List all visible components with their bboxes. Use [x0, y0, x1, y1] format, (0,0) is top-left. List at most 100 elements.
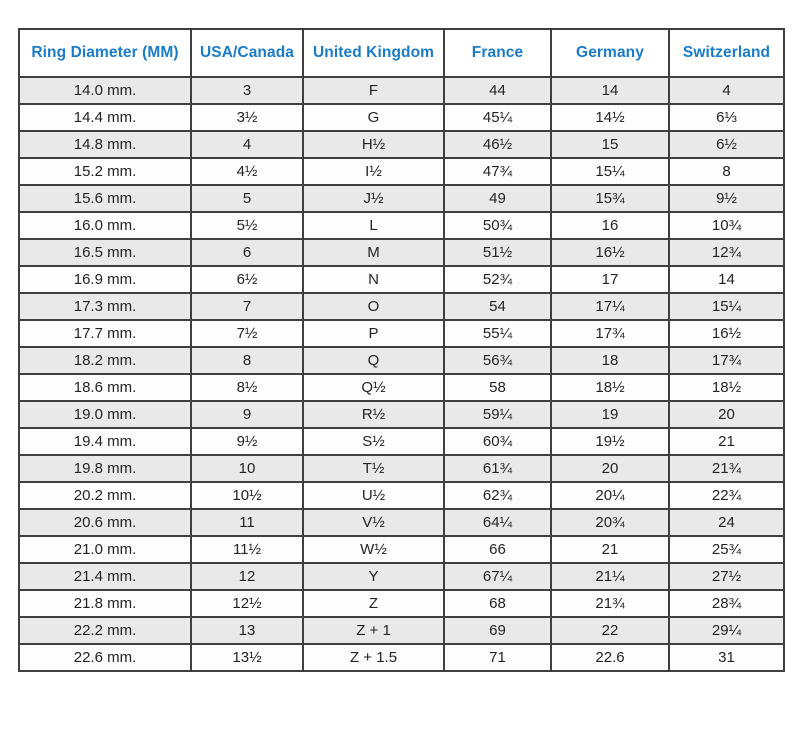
table-cell: F: [302, 76, 445, 105]
table-cell: 71: [443, 643, 552, 672]
table-cell: V½: [302, 508, 445, 537]
table-cell: 21: [550, 535, 670, 564]
table-row: 16.5 mm. 6 M 51½ 16½ 12¾: [18, 238, 785, 267]
table-cell: 61¾: [443, 454, 552, 483]
table-cell: 21: [668, 427, 785, 456]
table-cell: 18.2 mm.: [18, 346, 192, 375]
table-cell: 21¾: [550, 589, 670, 618]
table-cell: 44: [443, 76, 552, 105]
table-cell: 19.8 mm.: [18, 454, 192, 483]
table-cell: 17.7 mm.: [18, 319, 192, 348]
table-cell: L: [302, 211, 445, 240]
table-cell: 18.6 mm.: [18, 373, 192, 402]
table-row: 15.2 mm. 4½ I½ 47¾ 15¼ 8: [18, 157, 785, 186]
table-cell: 5: [190, 184, 304, 213]
table-cell: 6½: [668, 130, 785, 159]
table-row: 15.6 mm. 5 J½ 49 15¾ 9½: [18, 184, 785, 213]
table-row: 21.4 mm. 12 Y 67¼ 21¼ 27½: [18, 562, 785, 591]
table-cell: 8: [190, 346, 304, 375]
table-cell: 15¾: [550, 184, 670, 213]
table-cell: 64¼: [443, 508, 552, 537]
table-cell: 4: [668, 76, 785, 105]
table-cell: 7½: [190, 319, 304, 348]
table-cell: 17.3 mm.: [18, 292, 192, 321]
table-row: 22.6 mm. 13½ Z + 1.5 71 22.6 31: [18, 643, 785, 672]
table-row: 20.2 mm. 10½ U½ 62¾ 20¼ 22¾: [18, 481, 785, 510]
table-row: 17.3 mm. 7 O 54 17¼ 15¼: [18, 292, 785, 321]
table-cell: 17¾: [550, 319, 670, 348]
table-cell: 20¾: [550, 508, 670, 537]
table-cell: 12¾: [668, 238, 785, 267]
table-cell: 31: [668, 643, 785, 672]
table-row: 19.8 mm. 10 T½ 61¾ 20 21¾: [18, 454, 785, 483]
table-cell: 11½: [190, 535, 304, 564]
table-cell: 20: [550, 454, 670, 483]
table-cell: 46½: [443, 130, 552, 159]
table-cell: 7: [190, 292, 304, 321]
table-cell: 11: [190, 508, 304, 537]
table-cell: 17¾: [668, 346, 785, 375]
table-cell: 16.9 mm.: [18, 265, 192, 294]
table-cell: 24: [668, 508, 785, 537]
table-cell: M: [302, 238, 445, 267]
table-cell: 3: [190, 76, 304, 105]
table-cell: 14: [550, 76, 670, 105]
table-cell: 14.8 mm.: [18, 130, 192, 159]
table-cell: 8½: [190, 373, 304, 402]
table-cell: O: [302, 292, 445, 321]
table-cell: 20.2 mm.: [18, 481, 192, 510]
table-cell: 20.6 mm.: [18, 508, 192, 537]
table-cell: 22.6: [550, 643, 670, 672]
table-cell: 10½: [190, 481, 304, 510]
table-cell: 19.0 mm.: [18, 400, 192, 429]
table-cell: 67¼: [443, 562, 552, 591]
table-row: 22.2 mm. 13 Z + 1 69 22 29¼: [18, 616, 785, 645]
table-cell: 17: [550, 265, 670, 294]
table-cell: 45¼: [443, 103, 552, 132]
table-cell: 15.2 mm.: [18, 157, 192, 186]
table-cell: 54: [443, 292, 552, 321]
table-cell: P: [302, 319, 445, 348]
table-cell: Y: [302, 562, 445, 591]
table-cell: 9½: [668, 184, 785, 213]
table-cell: 14½: [550, 103, 670, 132]
table-cell: 6: [190, 238, 304, 267]
header-cell: Ring Diameter (MM): [18, 28, 192, 78]
table-cell: 6⅓: [668, 103, 785, 132]
table-cell: 6½: [190, 265, 304, 294]
table-cell: 13½: [190, 643, 304, 672]
table-cell: T½: [302, 454, 445, 483]
table-cell: 28¾: [668, 589, 785, 618]
table-cell: 18½: [550, 373, 670, 402]
table-cell: 10: [190, 454, 304, 483]
table-row: 21.8 mm. 12½ Z 68 21¾ 28¾: [18, 589, 785, 618]
table-row: 14.8 mm. 4 H½ 46½ 15 6½: [18, 130, 785, 159]
table-cell: 25¾: [668, 535, 785, 564]
table-cell: 56¾: [443, 346, 552, 375]
table-cell: R½: [302, 400, 445, 429]
table-cell: N: [302, 265, 445, 294]
table-cell: 14: [668, 265, 785, 294]
table-cell: 14.0 mm.: [18, 76, 192, 105]
table-cell: 58: [443, 373, 552, 402]
table-cell: 51½: [443, 238, 552, 267]
table-cell: 12: [190, 562, 304, 591]
table-cell: 4½: [190, 157, 304, 186]
table-cell: 16.5 mm.: [18, 238, 192, 267]
table-cell: 62¾: [443, 481, 552, 510]
table-cell: 19.4 mm.: [18, 427, 192, 456]
table-row: 16.0 mm. 5½ L 50¾ 16 10¾: [18, 211, 785, 240]
table-cell: I½: [302, 157, 445, 186]
table-cell: 16.0 mm.: [18, 211, 192, 240]
header-row: Ring Diameter (MM) USA/Canada United Kingd…: [18, 28, 785, 78]
header-cell: Switzerland: [668, 28, 785, 78]
table-cell: H½: [302, 130, 445, 159]
table-row: 16.9 mm. 6½ N 52¾ 17 14: [18, 265, 785, 294]
table-cell: W½: [302, 535, 445, 564]
table-row: 19.4 mm. 9½ S½ 60¾ 19½ 21: [18, 427, 785, 456]
table-cell: 8: [668, 157, 785, 186]
table-cell: 22: [550, 616, 670, 645]
table-cell: 10¾: [668, 211, 785, 240]
table-cell: 21.0 mm.: [18, 535, 192, 564]
table-cell: 55¼: [443, 319, 552, 348]
